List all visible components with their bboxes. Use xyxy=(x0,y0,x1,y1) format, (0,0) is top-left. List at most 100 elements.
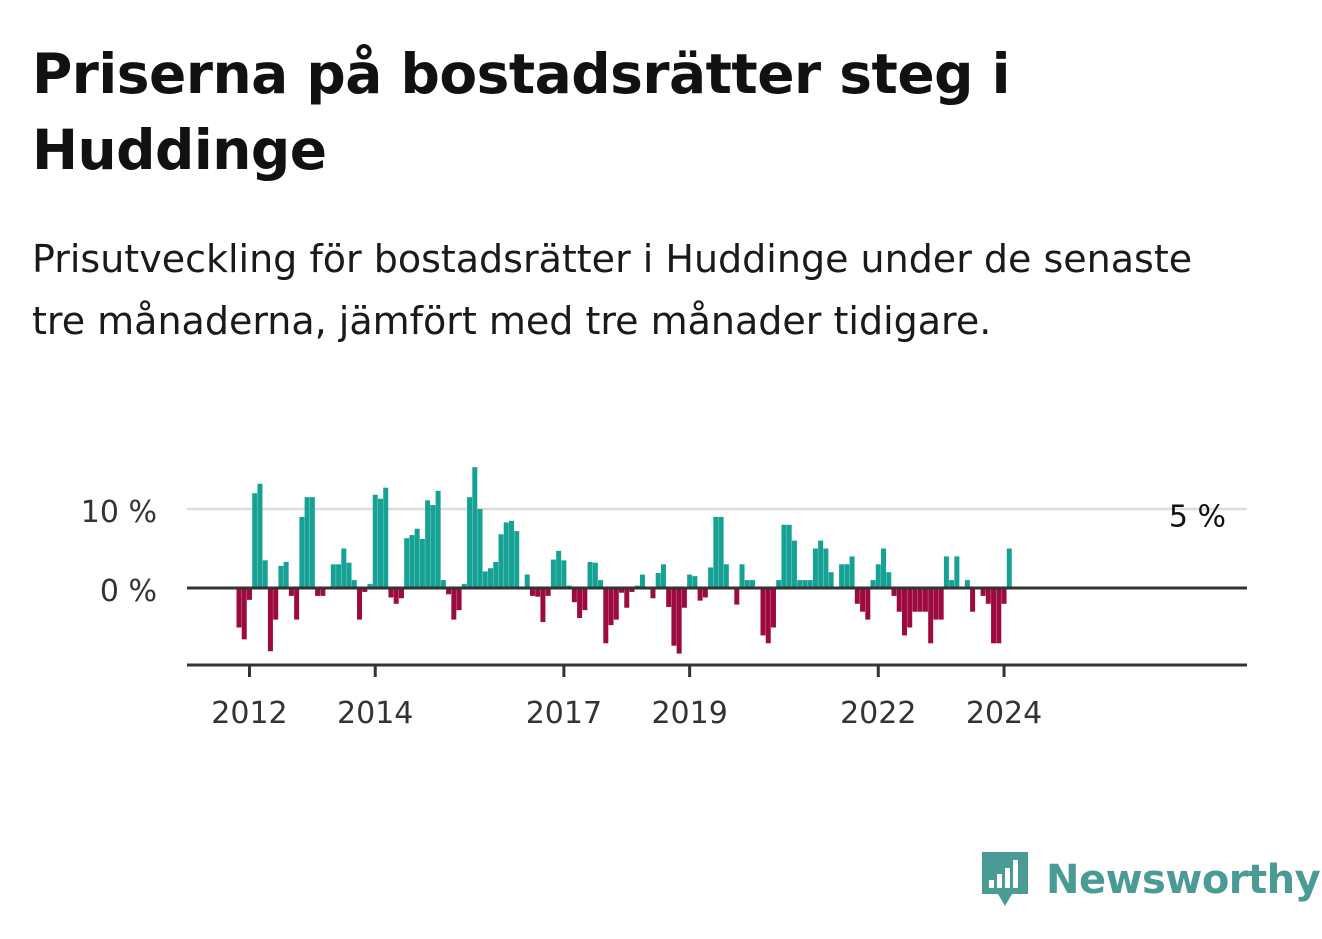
bar xyxy=(294,588,300,620)
bar xyxy=(666,588,672,607)
bar xyxy=(697,588,703,601)
bar xyxy=(456,588,462,611)
bar xyxy=(362,588,368,592)
bar xyxy=(619,588,625,593)
bar xyxy=(330,564,336,588)
bars xyxy=(236,467,1012,654)
bar xyxy=(828,572,834,588)
bar xyxy=(556,550,562,588)
bar xyxy=(351,580,357,588)
newsworthy-logo-icon xyxy=(982,852,1028,906)
bar xyxy=(278,565,284,588)
bar xyxy=(723,564,729,588)
bar xyxy=(812,548,818,588)
y-tick-label: 0 % xyxy=(100,574,157,609)
bar xyxy=(718,516,724,588)
bar xyxy=(545,588,551,596)
chart-subtitle: Prisutveckling för bostadsrätter i Huddi… xyxy=(32,237,1193,343)
bar xyxy=(430,505,436,588)
bar xyxy=(702,588,708,598)
bar xyxy=(996,588,1002,644)
bar xyxy=(540,588,546,622)
bar xyxy=(750,580,756,588)
x-tick-label: 2014 xyxy=(337,696,413,731)
last-value-label: 5 % xyxy=(1169,500,1226,535)
bar xyxy=(508,520,514,588)
bar xyxy=(414,528,420,588)
bar xyxy=(970,588,976,612)
bar xyxy=(372,494,378,588)
bar xyxy=(388,588,394,598)
bar xyxy=(550,559,556,588)
bar xyxy=(283,561,289,588)
bar xyxy=(482,571,488,588)
bar xyxy=(377,498,383,588)
bar xyxy=(739,564,745,588)
bar xyxy=(870,580,876,588)
bar xyxy=(949,580,955,588)
bar xyxy=(299,516,305,588)
bar-chart: 0 % 10 % 2012 2014 2017 2019 2022 2024 5 % xyxy=(81,467,1247,731)
bar xyxy=(592,562,598,588)
bar xyxy=(603,588,609,644)
bar xyxy=(655,572,661,588)
bar xyxy=(881,548,887,588)
bar xyxy=(849,556,855,588)
bar xyxy=(865,588,871,620)
bar xyxy=(912,588,918,612)
bar xyxy=(770,588,776,628)
bar xyxy=(708,567,714,588)
newsworthy-logo: Newsworthy xyxy=(980,850,1321,910)
bar xyxy=(341,548,347,588)
bar xyxy=(535,588,541,597)
bar xyxy=(629,588,635,592)
bar xyxy=(598,580,604,588)
bar xyxy=(1006,548,1012,588)
bar xyxy=(461,584,467,588)
bar xyxy=(398,588,404,599)
bar xyxy=(262,560,268,588)
bar xyxy=(446,588,452,595)
chart-title: Priserna på bostadsrätter steg i Hudding… xyxy=(32,42,1011,182)
bar xyxy=(613,588,619,620)
bar xyxy=(765,588,771,644)
bar xyxy=(425,500,431,588)
bar xyxy=(419,539,425,588)
bar xyxy=(346,562,352,588)
bar xyxy=(928,588,934,644)
x-tick-label: 2017 xyxy=(526,696,602,731)
bar xyxy=(246,588,252,600)
bar xyxy=(561,560,567,588)
bar xyxy=(493,561,499,588)
bar xyxy=(503,522,509,588)
bar xyxy=(472,467,478,588)
labels: 0 % 10 % 2012 2014 2017 2019 2022 2024 5 % xyxy=(81,495,1226,731)
bar xyxy=(393,588,399,604)
bar xyxy=(608,588,614,626)
bar xyxy=(529,588,535,596)
bar xyxy=(409,535,415,588)
bar xyxy=(839,564,845,588)
bar xyxy=(367,584,373,588)
bar xyxy=(624,588,630,608)
bar xyxy=(451,588,457,620)
bar xyxy=(477,509,483,588)
bar xyxy=(860,588,866,612)
x-tick-label: 2019 xyxy=(651,696,727,731)
bar xyxy=(383,487,389,588)
bar xyxy=(582,588,588,611)
bar xyxy=(315,588,321,596)
bar xyxy=(681,588,687,608)
bar xyxy=(802,580,808,588)
bar xyxy=(823,548,829,588)
bar xyxy=(901,588,907,636)
bar xyxy=(524,574,530,588)
bar xyxy=(488,568,494,588)
x-tick-label: 2012 xyxy=(211,696,287,731)
bar xyxy=(954,556,960,588)
bar xyxy=(991,588,997,644)
bar xyxy=(309,497,315,588)
bar xyxy=(467,497,473,588)
bar xyxy=(985,588,991,604)
bar xyxy=(938,588,944,620)
